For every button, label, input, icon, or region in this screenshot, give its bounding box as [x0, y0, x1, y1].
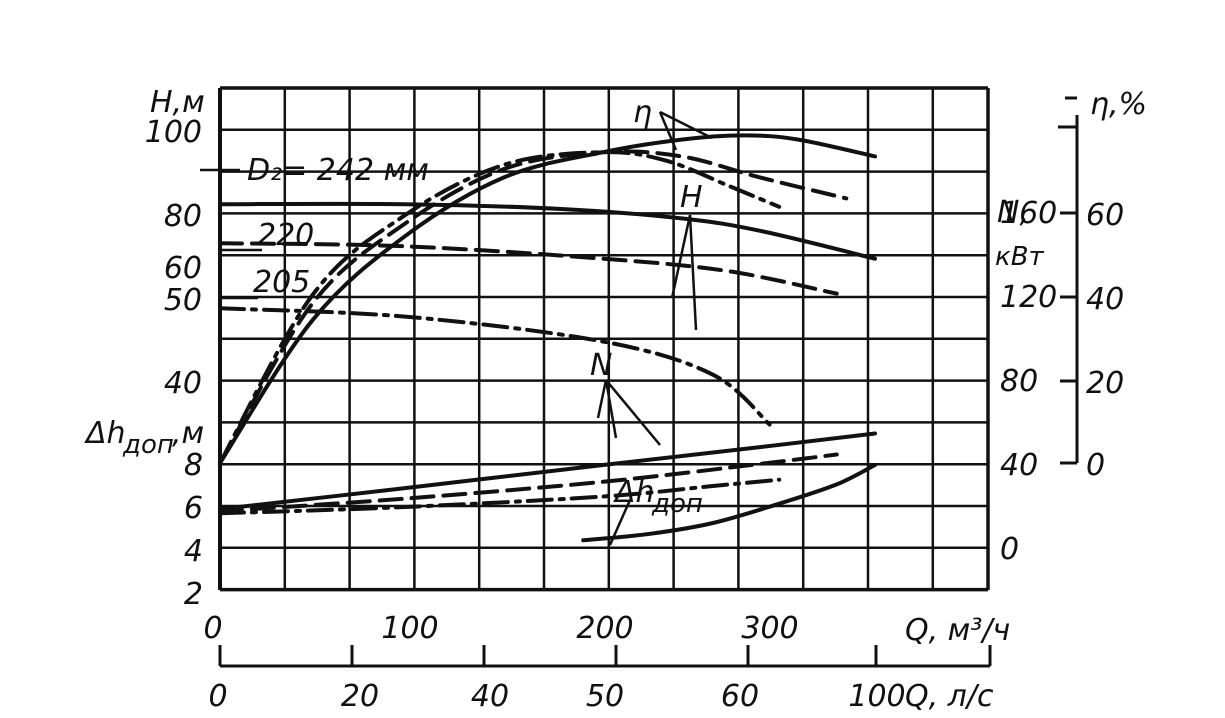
- head-tick-label: 100: [145, 115, 202, 150]
- flow-ls-axis: 0 20 40 50 60 100: [208, 645, 992, 714]
- h-curve-label: H: [680, 180, 703, 215]
- flow-m3h-tick-label: 200: [576, 611, 633, 646]
- efficiency-axis: 60 40 20 0: [1058, 96, 1124, 483]
- power-axis-title: N,: [997, 195, 1029, 230]
- flow-ls-tick-label: 20: [341, 679, 379, 714]
- chart-grid: [218, 86, 990, 592]
- head-tick-label: 80: [164, 199, 202, 234]
- flow-m3h-axis-title: Q, м³/ч: [905, 613, 1010, 648]
- d205-label: 205: [253, 265, 310, 300]
- flow-ls-tick-label: 100: [848, 679, 905, 714]
- d220-label: 220: [257, 218, 314, 253]
- curve-n-220: [218, 452, 839, 514]
- flow-ls-tick-label: 0: [208, 679, 227, 714]
- annotation-leader-line: [670, 214, 692, 299]
- head-axis-title: H,м: [150, 85, 205, 120]
- power-axis-ticks: 160 120 80 40 0: [1000, 196, 1057, 567]
- npsh-tick-label: 6: [184, 491, 203, 526]
- npsh-axis-ticks: 8 6 4 2: [184, 448, 203, 612]
- efficiency-tick-label: 20: [1086, 366, 1124, 401]
- annotation-leader-line: [659, 110, 713, 140]
- flow-ls-tick-label: 40: [471, 679, 509, 714]
- curve-h-242: [218, 201, 877, 261]
- npsh-tick-label: 4: [184, 534, 203, 569]
- annotation-leader-line: [688, 214, 698, 331]
- curve-npsh: [581, 463, 877, 543]
- curve-n-242: [218, 431, 877, 512]
- flow-m3h-axis-ticks: 0 100 200 300: [203, 611, 798, 646]
- npsh-tick-label: 8: [184, 448, 203, 483]
- npsh-curve-label: Δh: [613, 475, 655, 510]
- curve-h-220: [218, 241, 839, 296]
- curve-n-205: [218, 477, 782, 516]
- flow-m3h-tick-label: 0: [203, 611, 222, 646]
- n-curve-label: N: [590, 348, 612, 383]
- curve-eta-205: [218, 150, 782, 465]
- efficiency-tick-label: 0: [1086, 448, 1105, 483]
- flow-ls-tick-label: 60: [721, 679, 759, 714]
- efficiency-tick-label: 40: [1086, 282, 1124, 317]
- curve-eta-242: [218, 133, 877, 465]
- flow-m3h-tick-label: 100: [381, 611, 438, 646]
- power-tick-label: 160: [1000, 196, 1057, 231]
- annotation-leader-line: [596, 379, 608, 419]
- npsh-tick-label: 2: [184, 577, 203, 612]
- flow-ls-tick-label: 50: [586, 679, 624, 714]
- power-tick-label: 120: [1000, 280, 1057, 315]
- flow-ls-axis-title: Q, л/с: [905, 679, 994, 714]
- annotation-leader-line: [605, 379, 661, 446]
- eta-curve-label: η: [633, 95, 652, 130]
- head-tick-label: 60: [164, 251, 202, 286]
- curve-h-205: [218, 306, 772, 427]
- annotation-leader-line: [658, 111, 678, 151]
- annotation-leader-line: [608, 499, 632, 546]
- head-tick-label: 40: [164, 366, 202, 401]
- annotation-leader-line: [604, 379, 618, 439]
- npsh-curve-label-sub: доп: [651, 489, 703, 519]
- curve-eta-220: [218, 149, 849, 465]
- annotation-leader-lines: [200, 110, 713, 546]
- npsh-axis-title: Δh доп ,м: [84, 416, 204, 460]
- power-tick-label: 0: [1000, 532, 1019, 567]
- npsh-axis-title-main: Δh: [84, 416, 126, 451]
- npsh-axis-title-sub: доп: [122, 430, 174, 460]
- power-tick-label: 40: [1000, 448, 1038, 483]
- efficiency-tick-label: 60: [1086, 198, 1124, 233]
- curve-annotations: D₂= 242 мм 220 205 H N η Δh доп: [200, 95, 713, 546]
- chart-curves: [218, 133, 877, 543]
- flow-m3h-tick-label: 300: [741, 611, 798, 646]
- npsh-axis-title-unit: ,м: [172, 416, 204, 451]
- d2-242-label: D₂= 242 мм: [247, 153, 429, 188]
- power-axis-unit: кВт: [995, 242, 1045, 272]
- efficiency-axis-title: η,%: [1090, 87, 1147, 122]
- power-tick-label: 80: [1000, 364, 1038, 399]
- head-tick-label: 50: [164, 283, 202, 318]
